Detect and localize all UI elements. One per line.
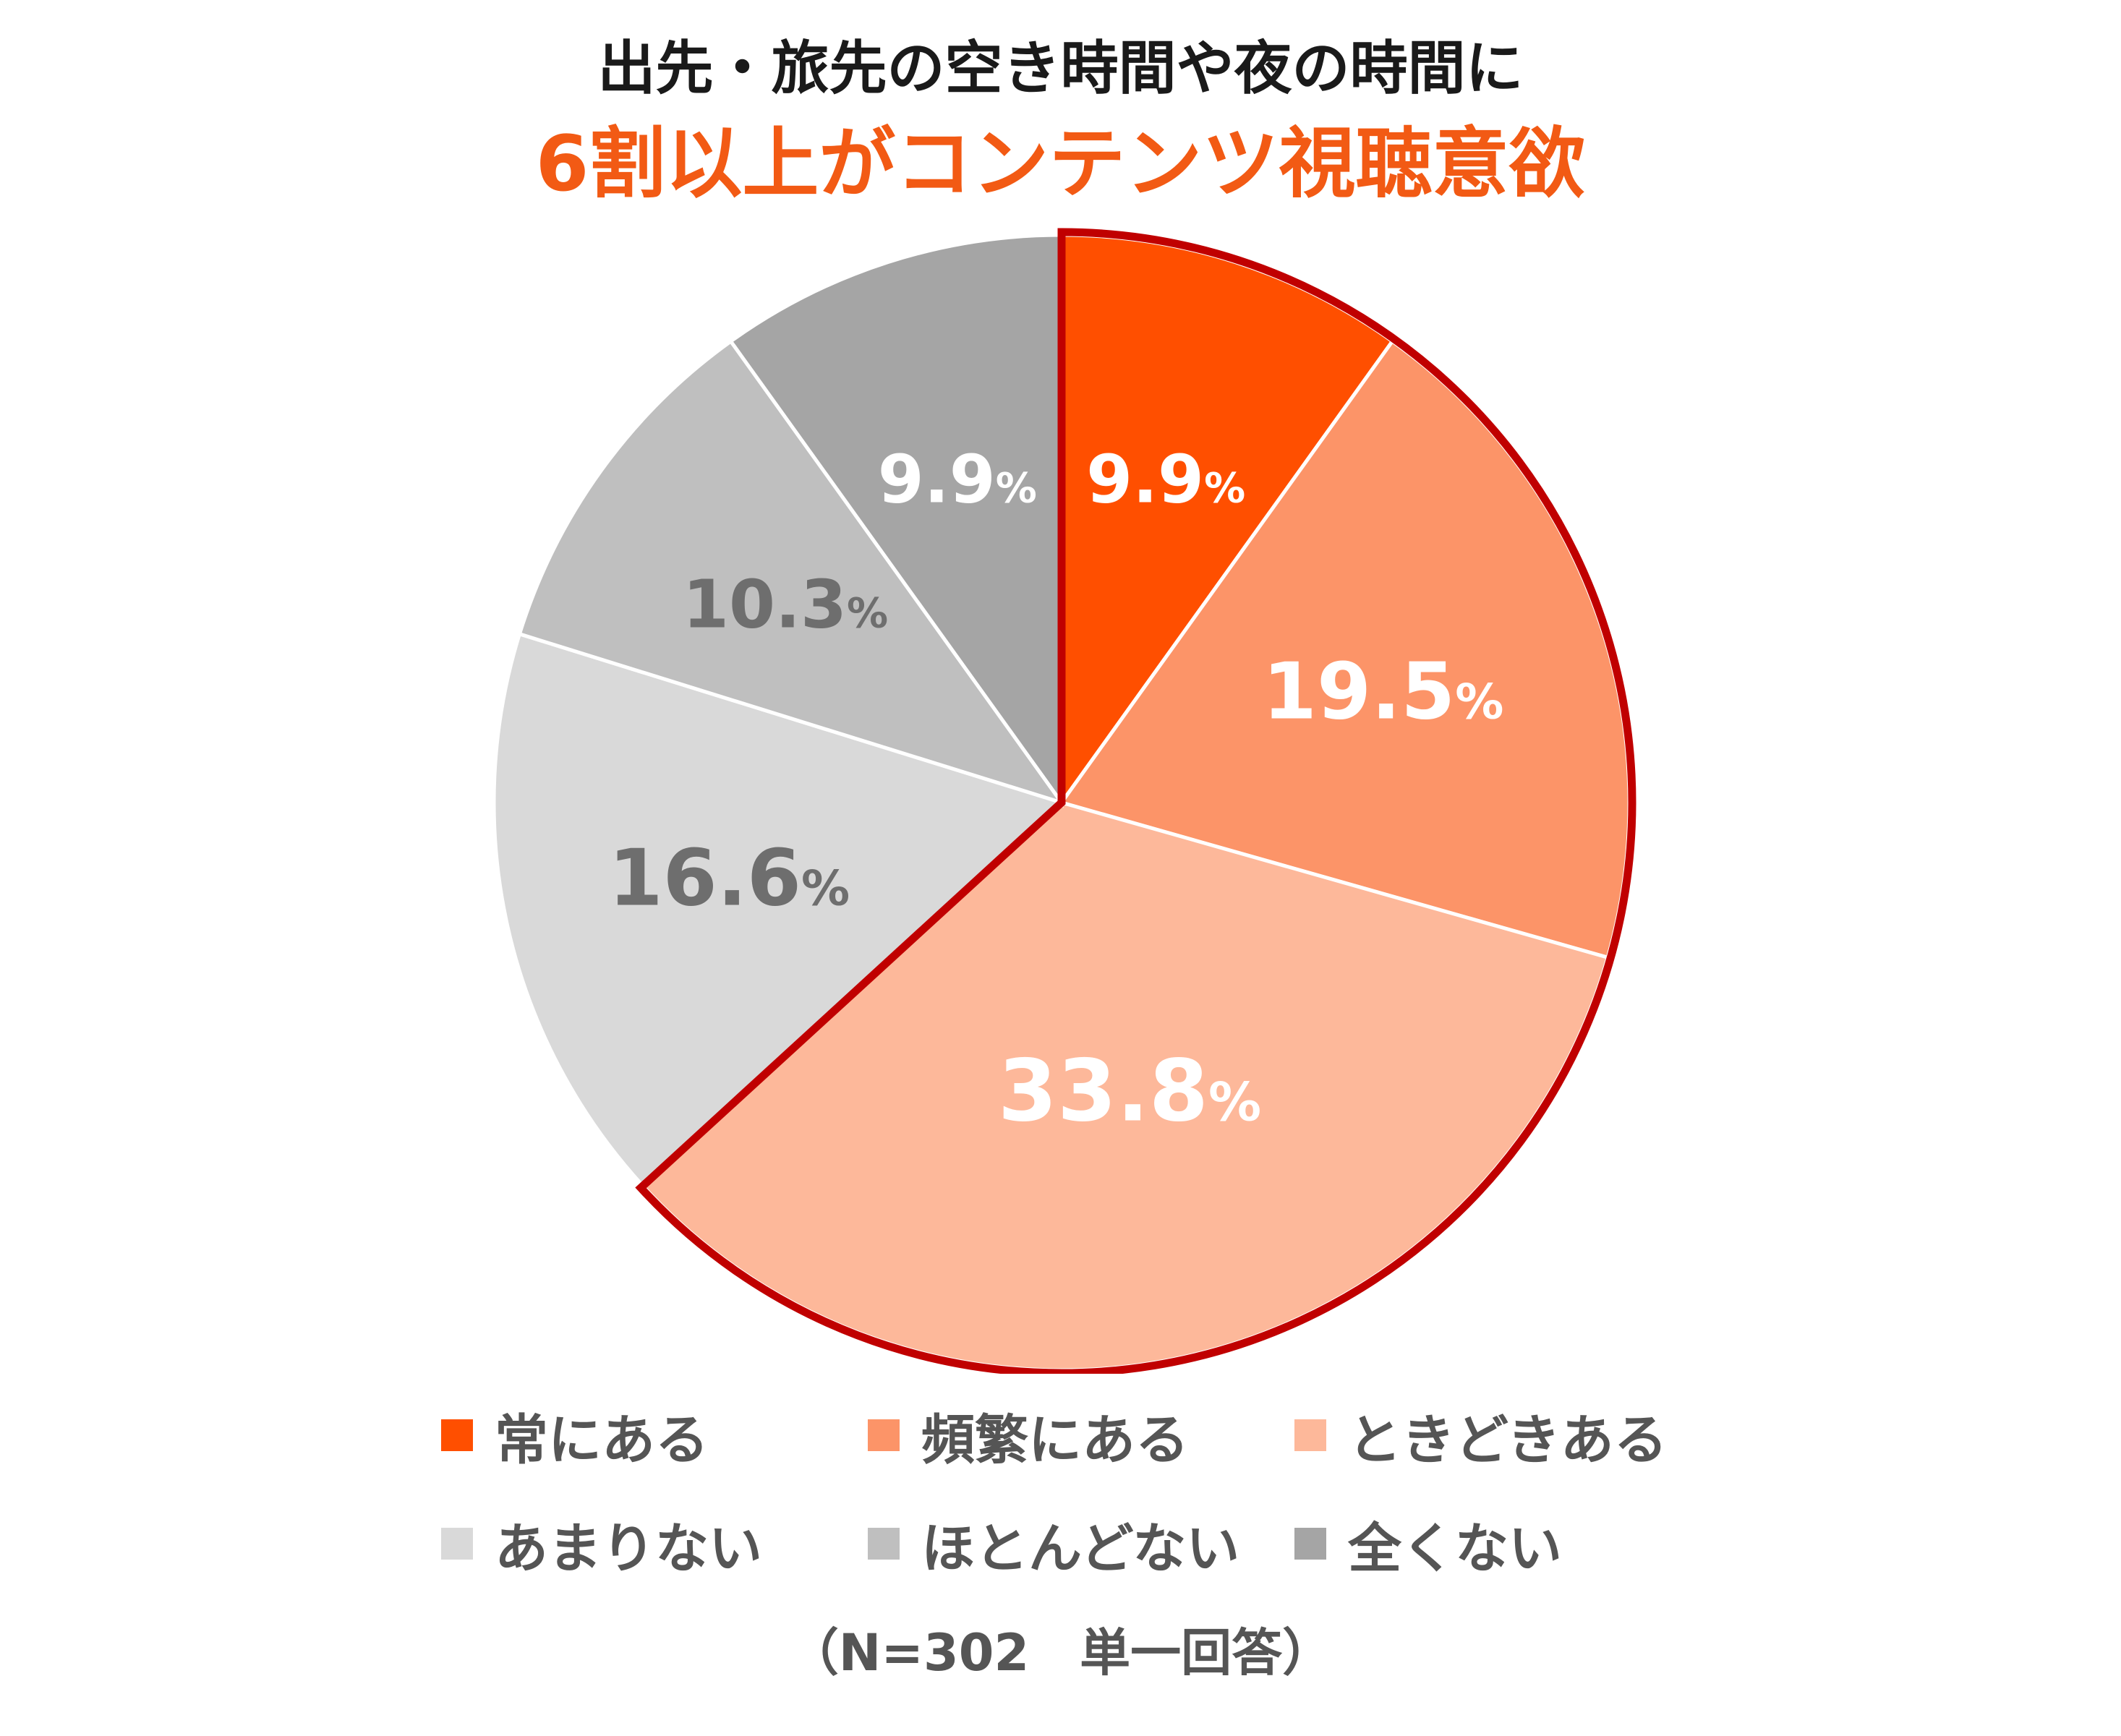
sample-note: （N=302 単一回答） — [788, 1623, 1333, 1682]
legend-swatch — [441, 1528, 473, 1560]
legend-swatch — [441, 1419, 473, 1451]
legend-item: 全くない — [1294, 1511, 1562, 1580]
chart-title: 出先・旅先の空き時間や夜の時間に — [597, 35, 1524, 102]
pie-chart: 9.9% 19.5% 33.8% 16.6% 10.3% 9.9% — [492, 228, 1636, 1374]
legend-label: あまりない — [495, 1517, 762, 1580]
pie-slice — [517, 338, 1067, 806]
pie-slice — [492, 631, 1065, 1189]
highlight-outline — [635, 228, 1636, 1374]
legend-label: 頻繁にある — [921, 1408, 1189, 1471]
slice-value-label: 19.5% — [1263, 647, 1504, 737]
legend-item: ほとんどない — [868, 1511, 1239, 1580]
legend-label: 全くない — [1348, 1517, 1562, 1580]
legend-item: 常にある — [441, 1403, 709, 1471]
legend-swatch — [1294, 1528, 1326, 1560]
pie-labels: 9.9% 19.5% 33.8% 16.6% 10.3% 9.9% — [609, 441, 1504, 1141]
legend-swatch — [1294, 1419, 1326, 1451]
legend-item: ときどきある — [1294, 1403, 1668, 1471]
legend-label: ほとんどない — [921, 1517, 1240, 1580]
slice-value-label: 10.3% — [683, 565, 888, 643]
legend-item: 頻繁にある — [868, 1403, 1189, 1471]
slice-value-label: 9.9% — [878, 441, 1037, 518]
legend-swatch — [868, 1419, 900, 1451]
legend-label: 常にある — [495, 1408, 709, 1471]
slice-value-label: 9.9% — [1086, 441, 1245, 518]
chart-subtitle: 6割以上がコンテンツ視聴意欲 — [535, 119, 1586, 208]
legend-item: あまりない — [441, 1511, 762, 1580]
slice-value-label: 16.6% — [609, 834, 850, 924]
legend-swatch — [868, 1528, 900, 1560]
slice-value-label: 33.8% — [998, 1041, 1261, 1141]
pie-slice — [728, 233, 1064, 808]
legend-label: ときどきある — [1348, 1408, 1668, 1471]
